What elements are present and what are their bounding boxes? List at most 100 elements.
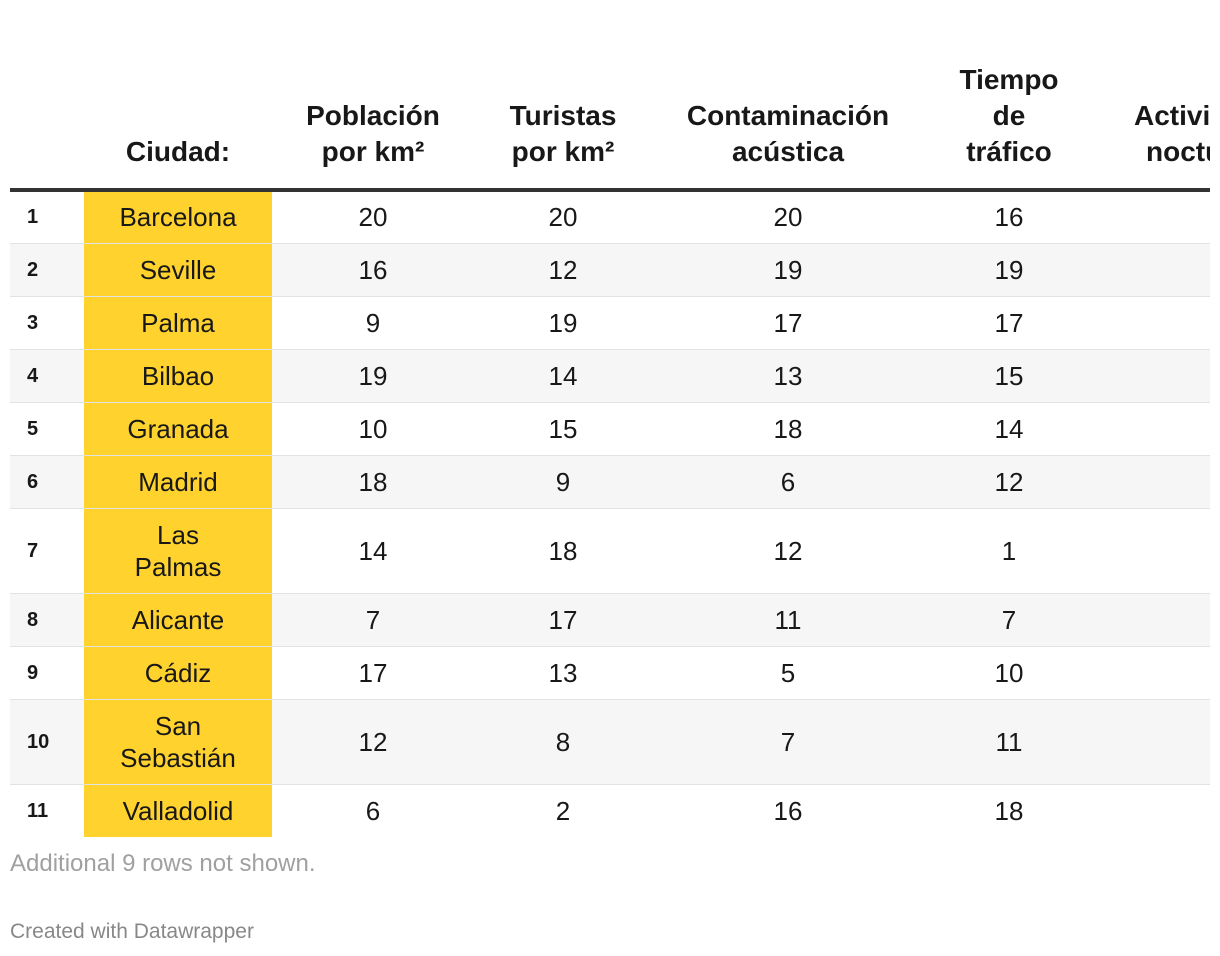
header-contaminacion-line1: Contaminación (686, 100, 890, 131)
header-rank[interactable] (10, 0, 84, 192)
header-turistas-line1: Turistas (509, 100, 617, 131)
poblacion-cell: 7 (272, 593, 474, 647)
rank-cell: 10 (10, 699, 84, 785)
turistas-cell: 18 (474, 508, 652, 594)
tiempo-cell: 16 (924, 190, 1094, 244)
poblacion-cell: 9 (272, 296, 474, 350)
city-name-line1: Madrid (138, 466, 218, 497)
turistas-cell: 20 (474, 190, 652, 244)
tiempo-cell: 19 (924, 243, 1094, 297)
contaminacion-cell: 20 (652, 190, 924, 244)
turistas-cell: 14 (474, 349, 652, 403)
turistas-cell: 17 (474, 593, 652, 647)
city-name-line2: Sebastián (120, 742, 236, 773)
ranking-table-container: Ciudad: Población por km² Turistas por k… (10, 0, 1210, 837)
header-ciudad[interactable]: Ciudad: (84, 0, 272, 192)
city-name-line1: Barcelona (119, 202, 237, 233)
actividad-cell: 14 (1094, 402, 1210, 456)
actividad-cell: 4 (1094, 646, 1210, 700)
tiempo-cell: 1 (924, 508, 1094, 594)
poblacion-cell: 17 (272, 646, 474, 700)
tiempo-cell: 11 (924, 699, 1094, 785)
table-row: 6Madrid18961220 (10, 455, 1210, 509)
city-name-line1: San (154, 710, 202, 741)
city-name-line1: Cádiz (144, 657, 212, 688)
rank-cell: 11 (27, 799, 49, 822)
poblacion-cell: 12 (272, 699, 474, 785)
city-cell: San Sebastián (84, 699, 272, 785)
rank-cell: 9 (10, 646, 84, 700)
city-cell: Seville (84, 243, 272, 297)
tiempo-cell: 12 (924, 455, 1094, 509)
contaminacion-cell: 13 (652, 349, 924, 403)
table-row: 7LasPalmas141812110 (10, 508, 1210, 594)
city-cell: Cádiz (84, 646, 272, 700)
actividad-cell: 18 (1094, 243, 1210, 297)
turistas-cell: 15 (474, 402, 652, 456)
header-turistas[interactable]: Turistas por km² (474, 0, 652, 192)
city-cell: Barcelona (84, 190, 272, 244)
actividad-cell: 20 (1094, 455, 1210, 509)
poblacion-cell: 6 (365, 795, 381, 826)
header-actividad[interactable]: Activid noctu (1094, 0, 1210, 192)
tiempo-cell: 10 (924, 646, 1094, 700)
city-cell: Las Palmas (84, 508, 272, 594)
turistas-cell: 9 (474, 455, 652, 509)
header-actividad-line1: Activid (1134, 100, 1210, 131)
tiempo-cell: 7 (924, 593, 1094, 647)
header-row: Ciudad: Población por km² Turistas por k… (10, 0, 1210, 192)
header-poblacion[interactable]: Población por km² (272, 0, 474, 192)
city-name-line1: Alicante (131, 604, 225, 635)
rank-cell: 2 (10, 243, 84, 297)
city-cell: Bilbao (84, 349, 272, 403)
rank-cell: 8 (10, 593, 84, 647)
turistas-cell: 2 (555, 795, 571, 826)
header-poblacion-line2: por km² (321, 136, 425, 167)
table-row: 2Seville1612191918 (10, 243, 1210, 297)
contaminacion-cell: 6 (652, 455, 924, 509)
turistas-cell: 19 (474, 296, 652, 350)
table-row: 4 Bilbao 1914131512 (10, 349, 1210, 403)
tiempo-cell: 15 (924, 349, 1094, 403)
rank-cell: 4 (10, 349, 84, 403)
rank-cell: 7 (10, 508, 84, 594)
rank-cell: 6 (10, 455, 84, 509)
city-name-line1: Valladolid (122, 795, 234, 826)
table-row: 3Palma919171713 (10, 296, 1210, 350)
datawrapper-credit: Created with Datawrapper (10, 920, 254, 943)
contaminacion-cell: 7 (652, 699, 924, 785)
rank-cell: 1 (10, 190, 84, 244)
city-cell: Madrid (84, 455, 272, 509)
header-tiempo[interactable]: Tiempo de tráfico (924, 0, 1094, 192)
city-cell: Palma (84, 296, 272, 350)
tiempo-cell: 18 (994, 795, 1024, 826)
rank-cell: 5 (10, 402, 84, 456)
contaminacion-cell: 19 (652, 243, 924, 297)
contaminacion-cell: 18 (652, 402, 924, 456)
ranking-table: Ciudad: Población por km² Turistas por k… (10, 0, 1210, 837)
contaminacion-cell: 16 (773, 795, 803, 826)
poblacion-cell: 19 (272, 349, 474, 403)
actividad-cell: 11 (1094, 699, 1210, 785)
poblacion-cell: 16 (272, 243, 474, 297)
actividad-cell: 12 (1094, 349, 1210, 403)
contaminacion-cell: 17 (652, 296, 924, 350)
turistas-cell: 12 (474, 243, 652, 297)
actividad-cell: 13 (1094, 296, 1210, 350)
poblacion-cell: 20 (272, 190, 474, 244)
turistas-cell: 8 (474, 699, 652, 785)
city-name-line1: Bilbao (141, 360, 215, 391)
header-contaminacion[interactable]: Contaminación acústica (652, 0, 924, 192)
table-body: 1Barcelona20202016192Seville16121919183P… (10, 190, 1210, 837)
header-actividad-line2: noctu (1146, 136, 1210, 167)
actividad-cell: 19 (1094, 190, 1210, 244)
poblacion-cell: 10 (272, 402, 474, 456)
actividad-cell: 12 (1094, 593, 1210, 647)
actividad-cell: 10 (1094, 508, 1210, 594)
city-name-line2: Palmas (134, 551, 222, 582)
city-name-line1: Granada (127, 413, 229, 444)
rows-not-shown-note: Additional 9 rows not shown. (10, 850, 316, 877)
contaminacion-cell: 11 (652, 593, 924, 647)
poblacion-cell: 14 (272, 508, 474, 594)
